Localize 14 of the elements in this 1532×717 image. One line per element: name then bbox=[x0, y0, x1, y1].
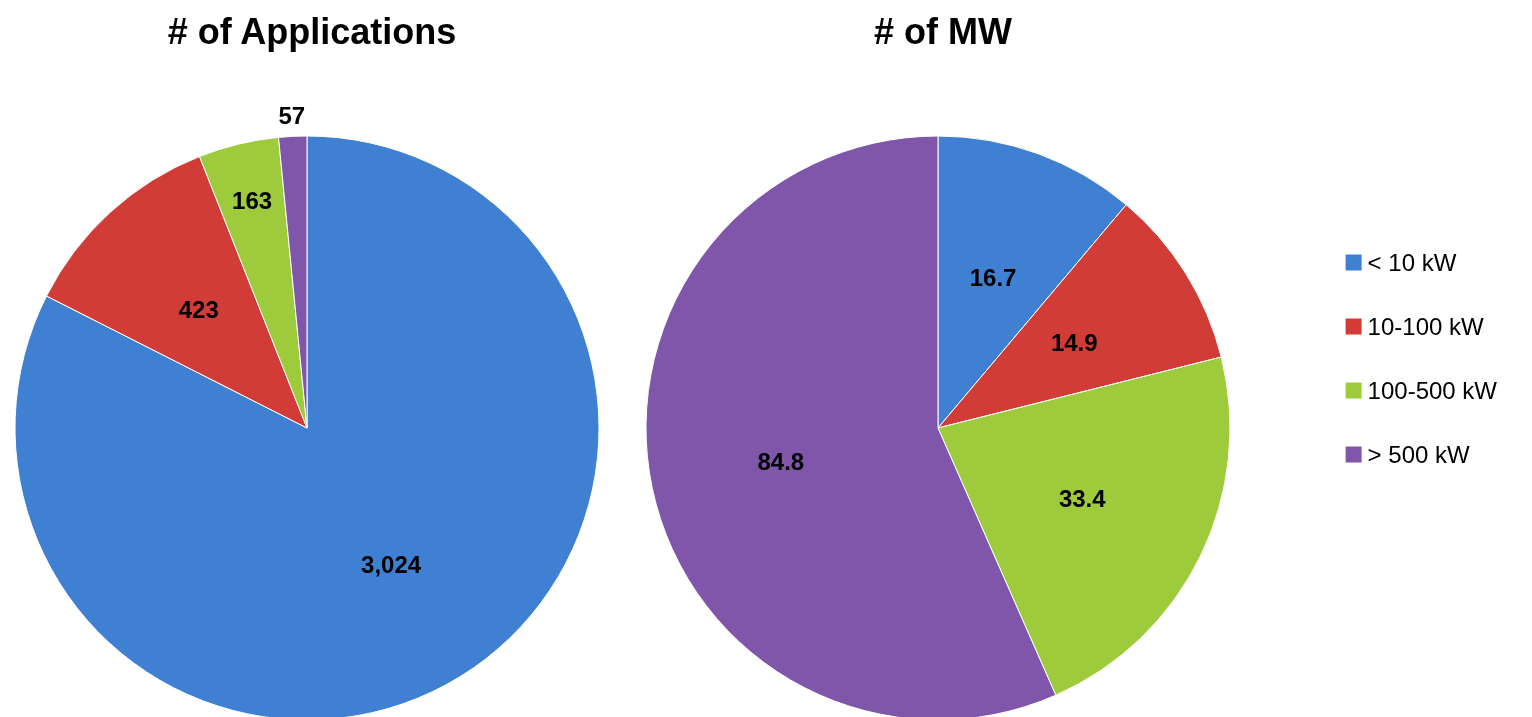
data-label: 33.4 bbox=[1058, 485, 1107, 513]
data-label: 84.8 bbox=[757, 447, 805, 475]
legend-label: 100-500 kW bbox=[1367, 377, 1498, 404]
data-label: 423 bbox=[178, 295, 219, 323]
chart-title: # of Applications bbox=[167, 10, 457, 52]
data-label: 14.9 bbox=[1050, 329, 1098, 357]
data-label: 163 bbox=[232, 187, 273, 215]
legend-label: < 10 kW bbox=[1367, 249, 1457, 276]
legend-label: 10-100 kW bbox=[1367, 313, 1484, 340]
data-label: 3,024 bbox=[361, 551, 422, 579]
legend-label: > 500 kW bbox=[1367, 441, 1470, 468]
chart-title: # of MW bbox=[874, 10, 1012, 52]
data-label: 16.7 bbox=[969, 263, 1017, 291]
data-label: 57 bbox=[278, 102, 306, 130]
